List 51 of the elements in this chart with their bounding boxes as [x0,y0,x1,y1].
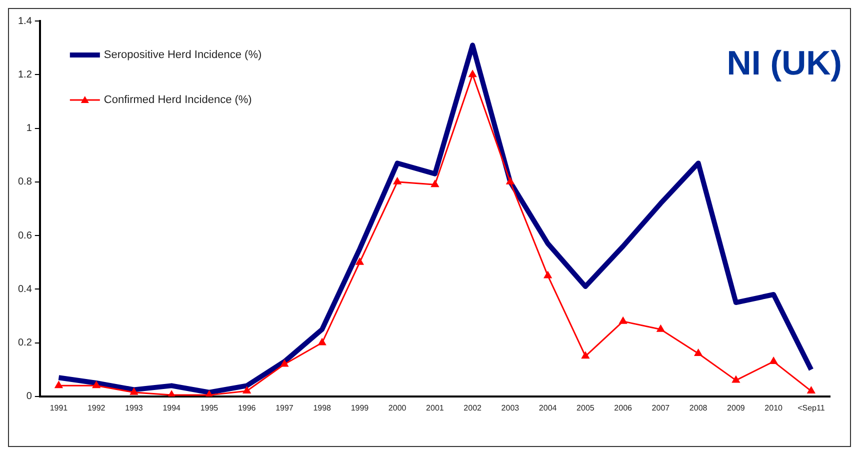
point [582,352,590,359]
point [54,381,62,388]
text: NI (UK) [726,44,842,82]
point [770,357,778,364]
x-tick-label: 2009 [727,403,746,412]
point [431,180,439,188]
x-tick-label: 1997 [276,403,294,412]
point [656,325,664,332]
point [280,360,288,367]
x-tick-label: 1991 [50,403,68,412]
x-tick-label: 1998 [313,403,332,412]
point [506,178,514,184]
y-tick-label: 1.2 [18,69,32,80]
x-tick-label: 1994 [162,403,182,412]
y-tick-label: 1.4 [18,16,32,27]
x-tick-label: <Sep11 [798,403,826,412]
point [619,317,627,324]
y-tick-label: 0 [26,391,32,402]
x-tick-label: 1993 [125,403,144,412]
y-tick-label: 0.4 [18,284,32,295]
y-tick-label: 0.6 [18,230,32,242]
legend-label: Confirmed Herd Incidence (%) [104,94,252,106]
x-tick-label: 1996 [238,403,256,412]
point [807,386,815,394]
point [468,70,476,78]
x-tick-label: 2010 [764,403,784,412]
x-tick-label: 2006 [614,403,633,412]
point [544,271,552,278]
point [394,178,402,184]
point [732,376,740,383]
y-tick-label: 0.8 [18,176,32,188]
x-tick-label: 2008 [689,403,708,412]
point [318,338,326,346]
x-tick-label: 2000 [388,403,407,412]
legend-label: Seropositive Herd Incidence (%) [104,49,262,62]
point [694,349,702,356]
x-tick-label: 2002 [464,403,482,412]
point [356,258,364,265]
x-tick-label: 2004 [538,403,558,412]
point [243,386,251,394]
x-tick-label: 2001 [426,403,444,412]
x-tick-label: 2003 [501,403,520,412]
x-tick-label: 2007 [652,403,670,412]
x-tick-label: 1995 [200,403,219,412]
y-tick-label: 0.2 [18,338,32,349]
point [130,388,138,395]
x-tick-label: 1992 [87,403,106,412]
y-tick-label: 1 [26,123,32,134]
x-tick-label: 1999 [350,403,370,412]
point [92,381,100,388]
x-tick-label: 2005 [576,403,595,412]
